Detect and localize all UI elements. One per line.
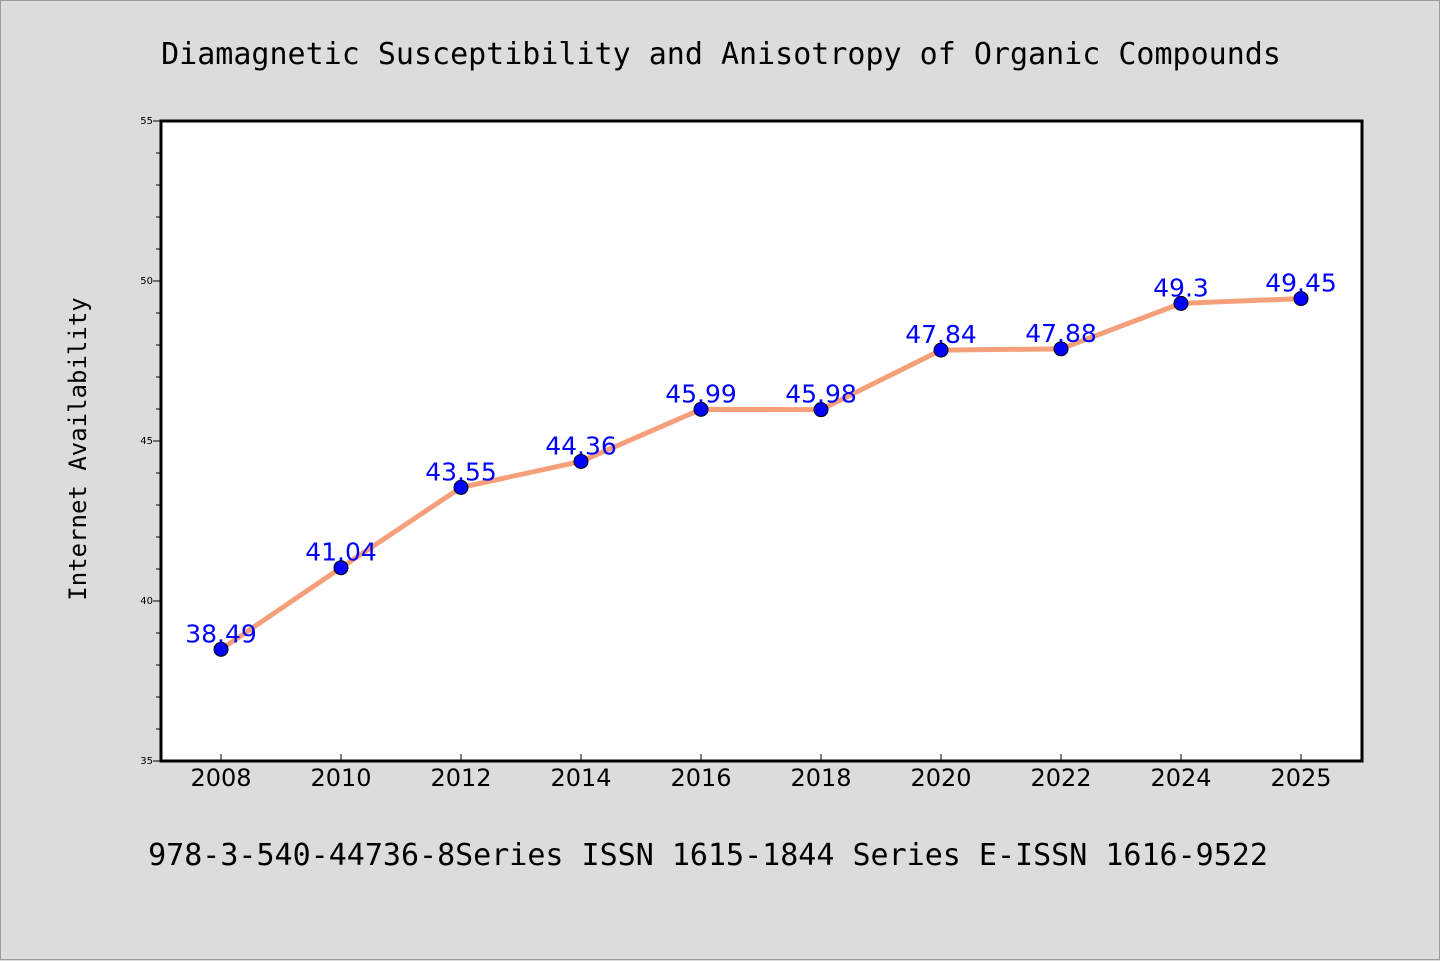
data-label: 44.36 bbox=[545, 431, 617, 460]
data-point-marker bbox=[333, 560, 349, 576]
data-point-marker bbox=[693, 401, 709, 417]
data-point-marker bbox=[933, 342, 949, 358]
y-tick-label: 45 bbox=[140, 436, 153, 447]
y-tick-label: 40 bbox=[140, 596, 153, 607]
data-label: 43.55 bbox=[425, 457, 497, 486]
data-point-marker bbox=[573, 453, 589, 469]
x-tick-label: 2024 bbox=[1150, 764, 1211, 792]
x-tick-label: 2025 bbox=[1270, 764, 1331, 792]
y-tick-label: 50 bbox=[140, 276, 153, 287]
series-group: 38.49 41.04 43.55 44.36 45.99 45.98 47.84 47.88… bbox=[185, 269, 1337, 657]
x-tick-label: 2014 bbox=[550, 764, 611, 792]
y-axis-label: Internet Availability bbox=[64, 297, 92, 600]
x-tick-label: 2008 bbox=[190, 764, 251, 792]
footer-isbn-text: 978-3-540-44736-8Series ISSN 1615-1844 S… bbox=[148, 838, 1268, 873]
data-label: 45.98 bbox=[785, 380, 857, 409]
data-label: 49.3 bbox=[1153, 273, 1209, 302]
x-tick-label: 2012 bbox=[430, 764, 491, 792]
x-tick-label: 2022 bbox=[1030, 764, 1091, 792]
data-label: 38.49 bbox=[185, 619, 257, 648]
x-tick-label: 2010 bbox=[310, 764, 371, 792]
x-tick-label: 2020 bbox=[910, 764, 971, 792]
y-tick-label: 35 bbox=[140, 756, 153, 767]
data-point-marker bbox=[213, 641, 229, 657]
data-point-marker bbox=[1293, 291, 1309, 307]
data-point-marker bbox=[453, 479, 469, 495]
plot-area bbox=[159, 119, 1364, 763]
x-tick-label: 2018 bbox=[790, 764, 851, 792]
x-tick-label: 2016 bbox=[670, 764, 731, 792]
data-label: 49.45 bbox=[1265, 269, 1337, 298]
x-axis: 2008 2010 2012 2014 2016 2018 2020 2022 2024 2025 bbox=[190, 754, 1332, 792]
y-tick-label: 55 bbox=[140, 116, 153, 127]
data-label: 47.84 bbox=[905, 320, 977, 349]
data-label: 45.99 bbox=[665, 379, 737, 408]
data-point-marker bbox=[1173, 295, 1189, 311]
data-point-marker bbox=[813, 402, 829, 418]
data-label: 41.04 bbox=[305, 538, 377, 567]
data-point-marker bbox=[1053, 341, 1069, 357]
series-line bbox=[218, 296, 1304, 652]
y-axis: 35 40 45 50 55 bbox=[140, 116, 161, 767]
chart-title: Diamagnetic Susceptibility and Anisotrop… bbox=[161, 37, 1281, 72]
data-label: 47.88 bbox=[1025, 319, 1097, 348]
